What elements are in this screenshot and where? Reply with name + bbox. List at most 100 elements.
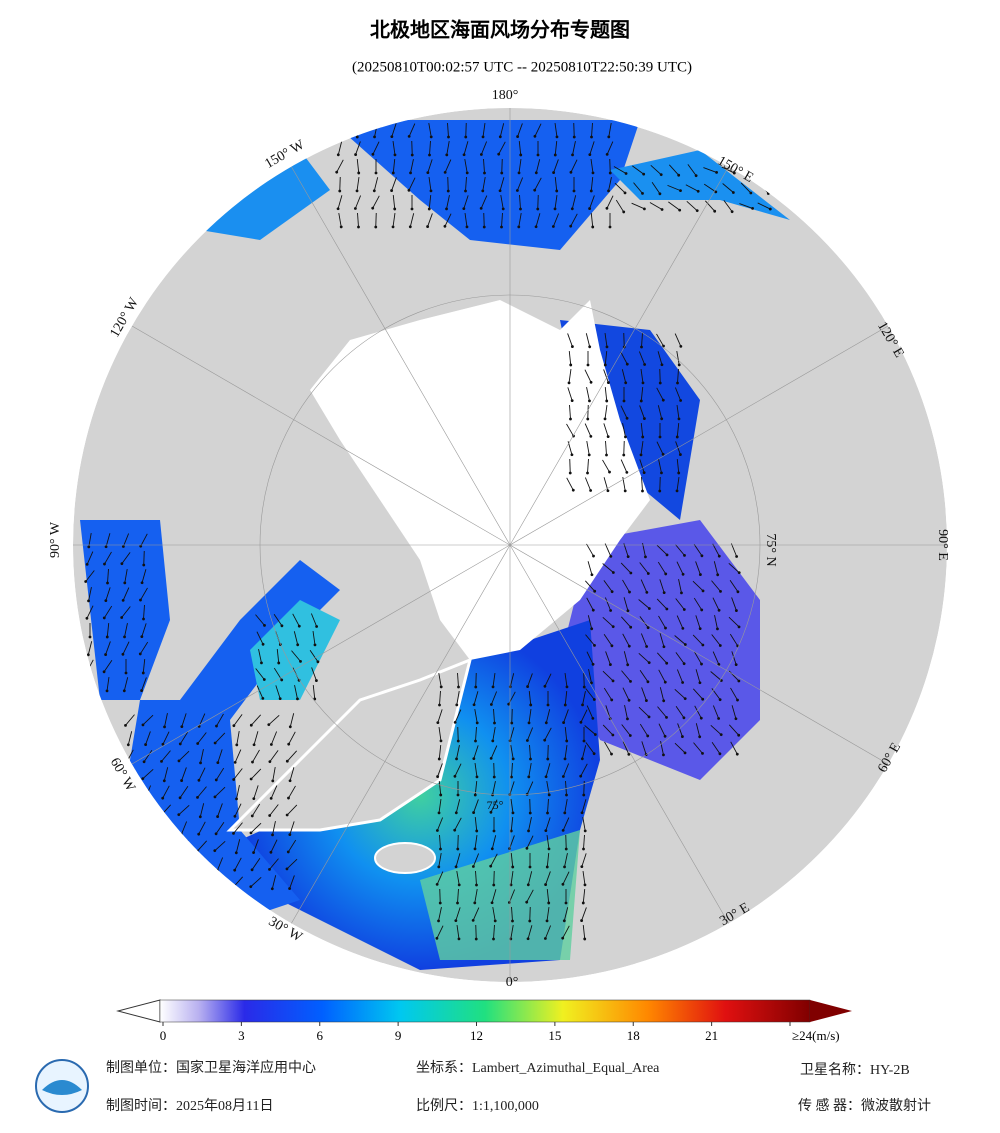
wind-arrow — [288, 785, 296, 799]
wind-arrow-head — [588, 345, 592, 349]
wind-arrow — [269, 804, 279, 816]
wind-arrow — [604, 597, 612, 611]
wind-arrow-head — [249, 831, 253, 835]
wind-arrow-head — [125, 760, 129, 764]
wind-arrow — [544, 727, 552, 741]
wind-arrow — [639, 562, 649, 574]
wind-arrow-head — [661, 452, 665, 456]
wind-arrow-head — [438, 901, 442, 905]
wind-arrow — [695, 561, 701, 575]
wind-arrow — [657, 706, 667, 718]
wind-arrow — [676, 405, 680, 419]
wind-arrow — [582, 817, 586, 831]
wind-arrow-head — [629, 625, 633, 629]
wind-arrow — [602, 616, 614, 628]
wind-arrow-head — [141, 671, 145, 675]
wind-arrow-head — [195, 849, 199, 853]
wind-arrow-head — [642, 207, 646, 211]
wind-arrow-head — [606, 435, 610, 439]
wind-arrow — [641, 687, 647, 701]
wind-arrow-head — [587, 453, 591, 457]
wind-arrow-head — [718, 644, 722, 647]
wind-arrow-head — [591, 225, 595, 229]
wind-arrow-head — [562, 721, 566, 724]
wind-arrow — [491, 889, 497, 903]
wind-arrow — [731, 651, 737, 665]
wind-arrow — [659, 633, 665, 647]
wind-arrow — [436, 925, 444, 939]
wind-arrow-head — [510, 775, 513, 779]
wind-arrow — [255, 668, 265, 680]
wind-arrow-head — [252, 743, 256, 747]
wind-arrow-head — [120, 616, 124, 619]
wind-arrow — [656, 652, 668, 664]
wind-arrow — [703, 183, 717, 193]
wind-arrow — [731, 597, 737, 611]
wind-arrow — [674, 333, 682, 347]
wind-arrow — [712, 705, 720, 719]
wind-arrow-head — [624, 381, 628, 385]
wind-arrow-head — [553, 207, 557, 211]
wind-arrow-head — [453, 828, 457, 832]
wind-arrow-head — [426, 171, 430, 175]
wind-arrow-head — [719, 589, 722, 593]
wind-arrow — [584, 423, 592, 437]
wind-arrow-head — [731, 191, 735, 194]
wind-arrow-head — [641, 191, 644, 195]
wind-arrow-head — [626, 609, 630, 613]
wind-arrow — [567, 387, 573, 401]
wind-arrow-head — [593, 733, 597, 736]
wind-arrow-head — [123, 885, 127, 889]
wind-arrow — [675, 598, 685, 610]
wind-arrow — [438, 673, 442, 687]
wind-arrow — [269, 750, 279, 762]
wind-arrow — [729, 633, 739, 647]
wind-arrow-head — [526, 685, 530, 688]
wind-arrow-head — [590, 135, 593, 139]
wind-arrow-head — [491, 793, 494, 797]
wind-arrow-head — [608, 663, 612, 666]
wind-arrow — [758, 165, 770, 175]
wind-arrow — [270, 785, 278, 799]
wind-arrow — [632, 165, 644, 175]
wind-arrow-head — [88, 689, 92, 693]
wind-arrow-head — [213, 849, 217, 853]
wind-arrow-head — [472, 811, 476, 814]
wind-arrow — [510, 816, 514, 832]
wind-arrow-head — [462, 153, 466, 157]
wind-arrow — [529, 744, 531, 760]
wind-arrow — [584, 580, 596, 592]
wind-arrow — [236, 785, 240, 799]
wind-arrow — [730, 687, 738, 701]
wind-arrow — [234, 749, 242, 763]
wind-arrow-head — [481, 135, 485, 139]
wind-arrow — [581, 907, 587, 921]
wind-arrow-head — [665, 661, 669, 665]
wind-arrow-head — [737, 733, 741, 737]
wind-arrow — [181, 713, 187, 727]
lon-label: 180° — [492, 88, 519, 103]
wind-arrow-head — [592, 698, 596, 701]
wind-arrow-head — [491, 739, 495, 743]
wind-arrow — [250, 822, 262, 834]
wind-arrow — [658, 615, 666, 629]
wind-arrow-head — [439, 793, 443, 797]
wind-arrow — [197, 786, 207, 798]
wind-arrow — [582, 691, 586, 705]
wind-arrow-head — [102, 670, 106, 674]
wind-arrow-head — [646, 626, 650, 630]
wind-arrow — [454, 763, 462, 777]
wind-arrow — [604, 333, 608, 347]
wind-arrow — [217, 803, 223, 817]
wind-arrow-head — [410, 207, 414, 211]
wind-arrow-head — [605, 152, 609, 156]
colorbar-under — [116, 999, 161, 1023]
wind-arrow-head — [277, 661, 281, 665]
wind-arrow-head — [607, 189, 610, 193]
wind-arrow-head — [606, 381, 610, 384]
wind-arrow — [581, 745, 587, 759]
wind-arrow — [105, 533, 111, 547]
wind-arrow-head — [437, 811, 441, 815]
wind-arrow-head — [199, 761, 202, 765]
wind-arrow — [473, 691, 479, 705]
